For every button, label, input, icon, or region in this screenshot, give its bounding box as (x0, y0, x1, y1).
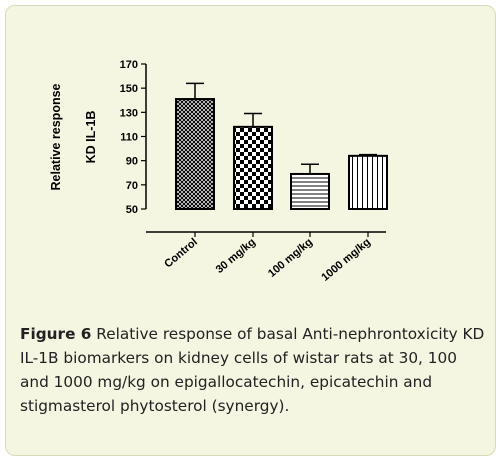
y-tick-label: 150 (120, 83, 138, 95)
y-tick-label: 170 (120, 59, 138, 71)
y-tick-label: 70 (126, 180, 138, 192)
x-tick-label: 30 mg/kg (214, 236, 258, 276)
bar-chart: Relative response KD IL-1B 50 70 90 110 130 1… (49, 59, 388, 284)
bar-control (175, 98, 215, 210)
x-tick-label: 1000 mg/kg (319, 236, 373, 284)
y-axis-title-line2: KD IL-1B (84, 111, 98, 164)
y-tick-label: 110 (120, 132, 138, 144)
bar-30-mg-kg (233, 125, 273, 210)
x-tick-label: 100 mg/kg (266, 236, 315, 280)
bar-100-mg-kg (290, 172, 330, 210)
y-axis-title: Relative response KD IL-1B (49, 83, 98, 190)
y-tick-label: 90 (126, 156, 138, 168)
x-tick-label: Control (162, 236, 200, 270)
caption-label: Figure 6 (20, 325, 92, 343)
caption-text: Relative response of basal Anti-nephront… (20, 325, 485, 415)
figure-panel (5, 5, 496, 456)
x-tick-labels: Control 30 mg/kg 100 mg/kg 1000 mg/kg (162, 232, 373, 284)
bar-1000-mg-kg (348, 154, 388, 210)
figure-caption: Figure 6 Relative response of basal Anti… (20, 322, 490, 418)
y-tick-label: 130 (120, 107, 138, 119)
bars (175, 82, 388, 210)
y-axis-title-line1: Relative response (49, 83, 63, 190)
y-tick-label: 50 (126, 204, 138, 216)
axes: 50 70 90 110 130 150 170 (120, 59, 386, 233)
